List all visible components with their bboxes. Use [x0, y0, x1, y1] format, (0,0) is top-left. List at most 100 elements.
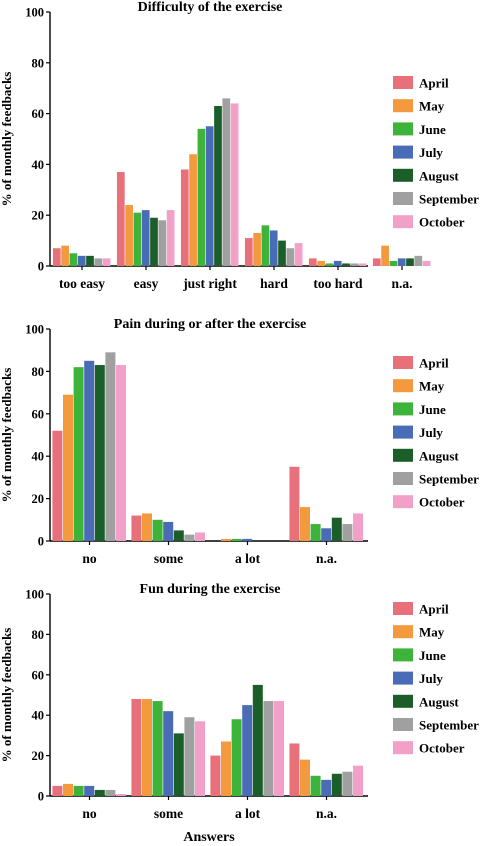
bar-may-easy: [125, 205, 133, 266]
bar-april-no: [52, 430, 63, 541]
x-tick-label: no: [82, 806, 97, 821]
y-axis-label: % of monthly feedbacks: [0, 72, 14, 207]
bar-may-no: [63, 783, 73, 796]
bar-april-no: [52, 785, 63, 796]
bar-may-no: [63, 394, 73, 541]
y-tick-label: 100: [25, 6, 44, 20]
bar-october-too-easy: [102, 258, 111, 266]
legend-label: August: [419, 694, 459, 709]
bar-april-a-lot: [210, 755, 221, 796]
bar-june-too-easy: [69, 253, 78, 266]
bar-may-some: [142, 699, 152, 796]
chart-panel-1: Difficulty of the exercise % of monthly f…: [0, 0, 479, 291]
x-tick-label: n.a.: [391, 276, 412, 291]
legend-swatch: [393, 192, 413, 205]
chart-title: Difficulty of the exercise: [138, 0, 283, 15]
legend-swatch: [393, 602, 413, 615]
bar-august-some: [173, 530, 184, 541]
bar-august-no: [94, 789, 105, 796]
bar-september-n-a: [342, 524, 353, 541]
legend-label: May: [419, 99, 445, 114]
bar-september-easy: [158, 220, 167, 266]
legend-label: October: [419, 495, 465, 510]
bar-august-just-right: [214, 105, 222, 266]
x-tick-label: a lot: [235, 551, 261, 566]
bar-july-a-lot: [242, 538, 253, 541]
bar-october-n-a: [353, 513, 363, 541]
legend-label: May: [419, 625, 445, 640]
bar-april-hard: [244, 238, 253, 266]
legend-swatch: [393, 402, 413, 416]
legend-swatch: [393, 122, 413, 136]
bar-july-no: [84, 785, 95, 796]
legend-label: June: [419, 402, 446, 417]
bar-august-too-easy: [86, 255, 94, 266]
legend-label: July: [419, 145, 443, 160]
legend-label: April: [419, 76, 449, 91]
bar-june-no: [73, 367, 84, 541]
bar-may-a-lot: [221, 741, 231, 796]
bar-october-too-hard: [358, 263, 367, 266]
bar-may-a-lot: [221, 538, 231, 541]
bar-may-hard: [253, 232, 261, 266]
legend-swatch: [393, 356, 413, 369]
y-axis-label: % of monthly feedbacks: [0, 628, 14, 763]
bar-september-n-a: [342, 771, 353, 796]
bar-may-n-a: [300, 507, 310, 541]
bar-june-a-lot: [231, 719, 242, 796]
legend-label: May: [419, 379, 445, 394]
bar-june-some: [152, 701, 163, 796]
legend-swatch: [393, 694, 413, 708]
bar-may-too-easy: [61, 245, 69, 266]
legend-swatch: [393, 215, 413, 229]
bar-june-n-a: [310, 775, 321, 796]
legend-label: June: [419, 122, 446, 137]
x-tick-label: some: [154, 806, 183, 821]
y-tick-label: 80: [32, 365, 45, 379]
bar-july-easy: [141, 210, 150, 266]
bar-september-too-hard: [350, 263, 359, 266]
bar-october-no: [116, 365, 126, 541]
bar-may-just-right: [189, 154, 197, 266]
bar-august-easy: [150, 217, 158, 266]
bar-july-n-a: [321, 779, 332, 796]
bar-july-n-a: [321, 528, 332, 541]
legend-label: June: [419, 648, 446, 663]
bar-october-some: [195, 721, 205, 796]
bar-july-too-easy: [77, 255, 86, 266]
legend-swatch: [393, 168, 413, 182]
y-tick-label: 40: [32, 450, 45, 464]
legend-swatch: [393, 76, 413, 89]
legend-swatch: [393, 648, 413, 662]
chart-panel-3: Fun during the exercise % of monthly feed…: [0, 582, 479, 845]
bar-april-n-a: [289, 743, 300, 796]
legend-swatch: [393, 495, 413, 509]
legend-label: July: [419, 671, 443, 686]
y-tick-label: 80: [32, 628, 45, 642]
y-tick-label: 0: [38, 790, 44, 804]
bar-august-n-a: [331, 773, 342, 796]
chart-panel-2: Pain during or after the exercise % of mo…: [0, 317, 479, 566]
chart-title: Pain during or after the exercise: [114, 317, 306, 332]
bar-july-some: [163, 521, 174, 541]
bar-august-some: [173, 733, 184, 796]
y-tick-label: 80: [32, 56, 45, 70]
legend-swatch: [393, 718, 413, 731]
bar-april-n-a: [372, 258, 381, 266]
bar-july-some: [163, 711, 174, 796]
legend-swatch: [393, 99, 413, 113]
y-tick-label: 100: [25, 323, 44, 337]
legend-label: July: [419, 425, 443, 440]
legend-label: September: [419, 472, 479, 487]
bar-july-n-a: [397, 258, 406, 266]
bar-july-hard: [269, 230, 278, 266]
bar-may-some: [142, 513, 152, 541]
bar-june-hard: [261, 225, 270, 266]
bar-june-a-lot: [231, 538, 242, 541]
x-tick-label: no: [82, 551, 97, 566]
y-tick-label: 40: [32, 158, 45, 172]
legend-swatch: [393, 379, 413, 393]
y-tick-label: 20: [32, 209, 45, 223]
bar-september-some: [184, 717, 195, 796]
